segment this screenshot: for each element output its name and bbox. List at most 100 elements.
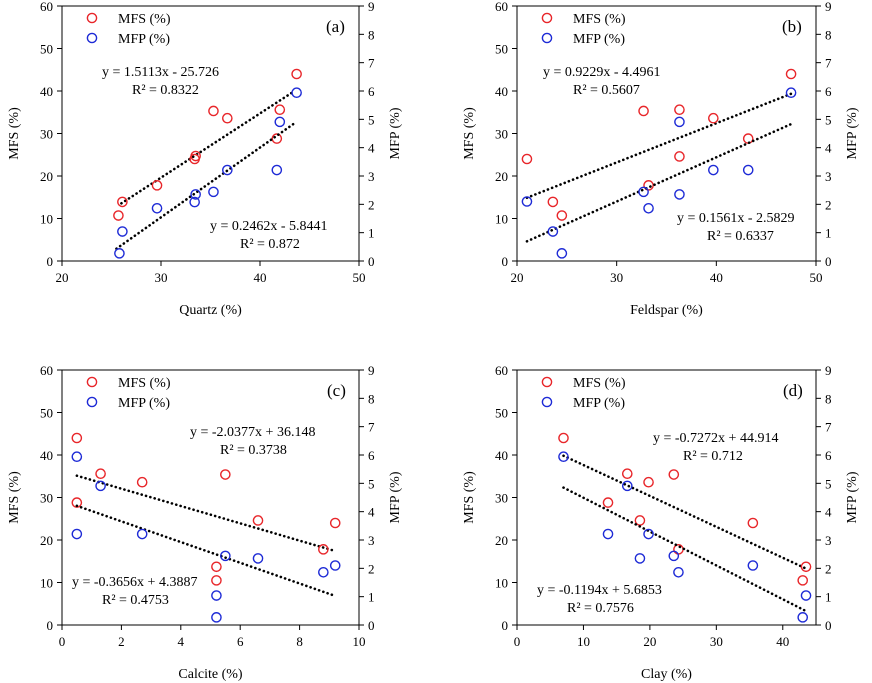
y-right-tick-label: 6 [825, 84, 832, 99]
trend-equation: y = -0.3656x + 4.3887 [72, 575, 197, 590]
x-tick-label: 50 [353, 270, 366, 285]
y-left-tick-label: 60 [40, 0, 53, 14]
data-point-mfp [785, 87, 797, 98]
y-left-tick-label: 30 [40, 491, 53, 506]
y-left-tick-label: 0 [47, 254, 54, 269]
data-point-mfs [211, 561, 222, 573]
legend-label: MFS (%) [118, 12, 171, 27]
y-right-tick-label: 0 [368, 618, 375, 633]
y-left-axis-title: MFS (%) [7, 107, 22, 160]
y-left-tick-label: 30 [40, 127, 53, 142]
data-point-mfp [521, 196, 533, 207]
y-right-tick-label: 1 [368, 226, 375, 241]
data-point-mfp [136, 528, 148, 540]
data-point-mfp [208, 186, 219, 198]
y-left-tick-label: 20 [495, 169, 508, 184]
x-tick-label: 4 [178, 634, 185, 649]
x-axis-title: Feldspar (%) [630, 303, 703, 318]
data-point-mfp [638, 186, 649, 198]
y-left-tick-label: 50 [40, 406, 53, 421]
data-point-mfp [547, 226, 559, 237]
data-point-mfp [189, 196, 200, 208]
data-point-mfp [117, 226, 128, 237]
y-right-axis-title: MFP (%) [845, 471, 860, 523]
y-right-tick-label: 8 [368, 27, 375, 42]
data-point-mfs [117, 196, 128, 208]
data-point-mfp [271, 164, 283, 176]
data-point-mfs [797, 575, 809, 586]
data-point-mfp [329, 560, 341, 571]
x-axis-title: Clay (%) [641, 667, 692, 682]
legend-marker-mfp [86, 396, 98, 408]
data-point-mfs [785, 68, 797, 80]
data-point-mfp [621, 480, 633, 492]
data-point-mfp [708, 164, 719, 176]
y-left-tick-label: 20 [40, 533, 53, 548]
data-point-mfs [521, 153, 533, 165]
data-point-mfs [208, 105, 219, 117]
legend-label: MFS (%) [573, 12, 626, 27]
y-left-tick-label: 60 [40, 363, 53, 378]
y-left-tick-label: 40 [495, 448, 508, 463]
y-right-tick-label: 4 [368, 505, 375, 520]
x-tick-label: 30 [610, 270, 623, 285]
data-point-mfp [602, 528, 614, 540]
trendline-mfs [562, 454, 808, 570]
trendline-mfs [120, 89, 296, 205]
data-point-mfs [547, 196, 559, 208]
data-point-mfs [674, 104, 685, 115]
x-tick-label: 30 [155, 270, 168, 285]
trendline-mfp [562, 486, 808, 613]
y-left-tick-label: 60 [495, 0, 508, 14]
panel-label: (d) [783, 381, 803, 400]
data-point-mfp [634, 553, 646, 564]
data-point-mfs [222, 112, 233, 124]
data-point-mfs [291, 68, 302, 80]
data-point-mfs [621, 468, 633, 480]
y-right-tick-label: 9 [825, 363, 832, 378]
y-right-axis-title: MFP (%) [388, 471, 403, 523]
x-tick-label: 0 [514, 634, 521, 649]
y-right-tick-label: 1 [368, 590, 375, 605]
y-left-tick-label: 40 [40, 448, 53, 463]
data-point-mfs [634, 515, 646, 526]
x-tick-label: 0 [59, 634, 66, 649]
trend-equation: y = -2.0377x + 36.148 [190, 425, 315, 440]
y-left-tick-label: 10 [40, 576, 53, 591]
panel-label: (c) [327, 381, 346, 400]
x-tick-label: 20 [56, 270, 69, 285]
data-point-mfs [252, 515, 264, 526]
y-right-tick-label: 4 [368, 141, 375, 156]
trend-equation: y = 0.2462x - 5.8441 [210, 219, 328, 234]
data-point-mfp [643, 528, 654, 540]
y-right-tick-label: 9 [368, 363, 375, 378]
data-point-mfp [220, 550, 231, 562]
trend-equation: y = 0.1561x - 2.5829 [677, 211, 795, 226]
data-point-mfp [558, 451, 569, 463]
data-point-mfp [151, 202, 163, 214]
data-point-mfp [274, 116, 286, 128]
y-left-tick-label: 20 [495, 533, 508, 548]
data-point-mfs [95, 468, 106, 480]
legend-label: MFS (%) [573, 376, 626, 391]
y-right-tick-label: 3 [368, 169, 375, 184]
trend-r-squared: R² = 0.872 [240, 237, 300, 252]
data-point-mfs [674, 151, 685, 162]
data-point-mfp [674, 189, 685, 200]
legend-marker-mfp [541, 396, 553, 408]
data-point-mfs [151, 180, 163, 191]
data-point-mfp [674, 116, 685, 128]
trend-r-squared: R² = 0.3738 [220, 443, 287, 458]
data-point-mfs [643, 180, 654, 191]
y-left-tick-label: 10 [40, 212, 53, 227]
legend-label: MFS (%) [118, 376, 171, 391]
x-tick-label: 6 [237, 634, 244, 649]
x-tick-label: 20 [643, 634, 656, 649]
y-right-tick-label: 6 [368, 84, 375, 99]
x-tick-label: 20 [511, 270, 524, 285]
data-point-mfs [220, 469, 231, 480]
data-point-mfp [211, 612, 222, 623]
data-point-mfs [556, 210, 568, 221]
chart-panel-b: 20 30 40 5001020304050600123456789Feldspar … [462, 0, 860, 318]
